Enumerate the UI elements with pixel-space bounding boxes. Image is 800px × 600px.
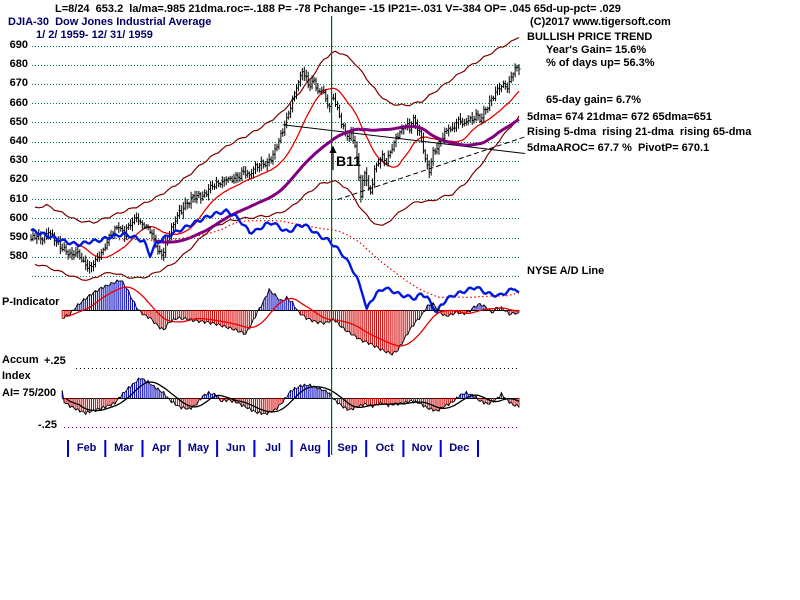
gain-65day-label: 65-day gain= 6.7% <box>546 94 642 106</box>
month-label: Mar <box>114 442 134 454</box>
month-label: Feb <box>76 442 97 454</box>
y-axis-tick: 640 <box>9 135 28 147</box>
days-up-label: % of days up= 56.3% <box>546 57 655 69</box>
month-label: Jul <box>265 442 281 454</box>
y-axis-tick: 660 <box>9 96 28 109</box>
y-axis-tick: 680 <box>9 58 28 71</box>
p-indicator-label: P-Indicator <box>2 296 60 308</box>
y-axis-tick: 630 <box>9 154 28 167</box>
accum-plus-level-label: +.25 <box>44 355 66 367</box>
month-label: Sep <box>337 442 358 454</box>
years-gain-label: Year's Gain= 15.6% <box>546 44 647 56</box>
copyright-label: (C)2017 www.tigersoft.com <box>530 16 671 28</box>
accum-ai-value-label: AI= 75/200 <box>2 387 57 399</box>
aroc-pivot-label: 5dmaAROC= 67.7 % PivotP= 670.1 <box>527 142 710 154</box>
month-label: Dec <box>449 442 470 454</box>
month-label: Nov <box>411 442 433 454</box>
dma-values-label: 5dma= 674 21dma= 672 65dma=651 <box>527 111 712 123</box>
y-axis-tick: 590 <box>9 231 28 243</box>
y-axis-tick: 580 <box>9 250 28 263</box>
y-axis-tick: 610 <box>9 192 28 205</box>
trend-status-label: BULLISH PRICE TREND <box>527 31 653 43</box>
accum-index-label: Index <box>2 370 31 382</box>
month-label: Jun <box>225 442 246 454</box>
month-label: May <box>187 442 210 454</box>
chart-title: DJIA-30 Dow Jones Industrial Average <box>8 16 212 28</box>
month-label: Aug <box>299 442 321 454</box>
month-label: Apr <box>151 442 171 454</box>
nyse-ad-line-label: NYSE A/D Line <box>527 265 605 277</box>
y-axis-tick: 600 <box>9 211 28 224</box>
y-axis-tick: 620 <box>9 173 28 186</box>
y-axis-tick: 670 <box>9 77 28 90</box>
accum-label: Accum <box>2 354 39 366</box>
header-stats-line: L=8/24 653.2 la/ma=.985 21dma.roc=-.188 … <box>55 3 621 15</box>
accum-minus-level-label: -.25 <box>38 419 57 431</box>
date-range-label: 1/ 2/ 1959- 12/ 31/ 1959 <box>36 29 153 41</box>
y-axis-tick: 650 <box>9 115 28 128</box>
month-label: Oct <box>375 442 394 454</box>
y-axis-tick: 690 <box>9 39 28 51</box>
buy-signal-label: B11 <box>336 153 361 169</box>
rising-dma-label: Rising 5-dma rising 21-dma rising 65-dma <box>527 126 752 138</box>
